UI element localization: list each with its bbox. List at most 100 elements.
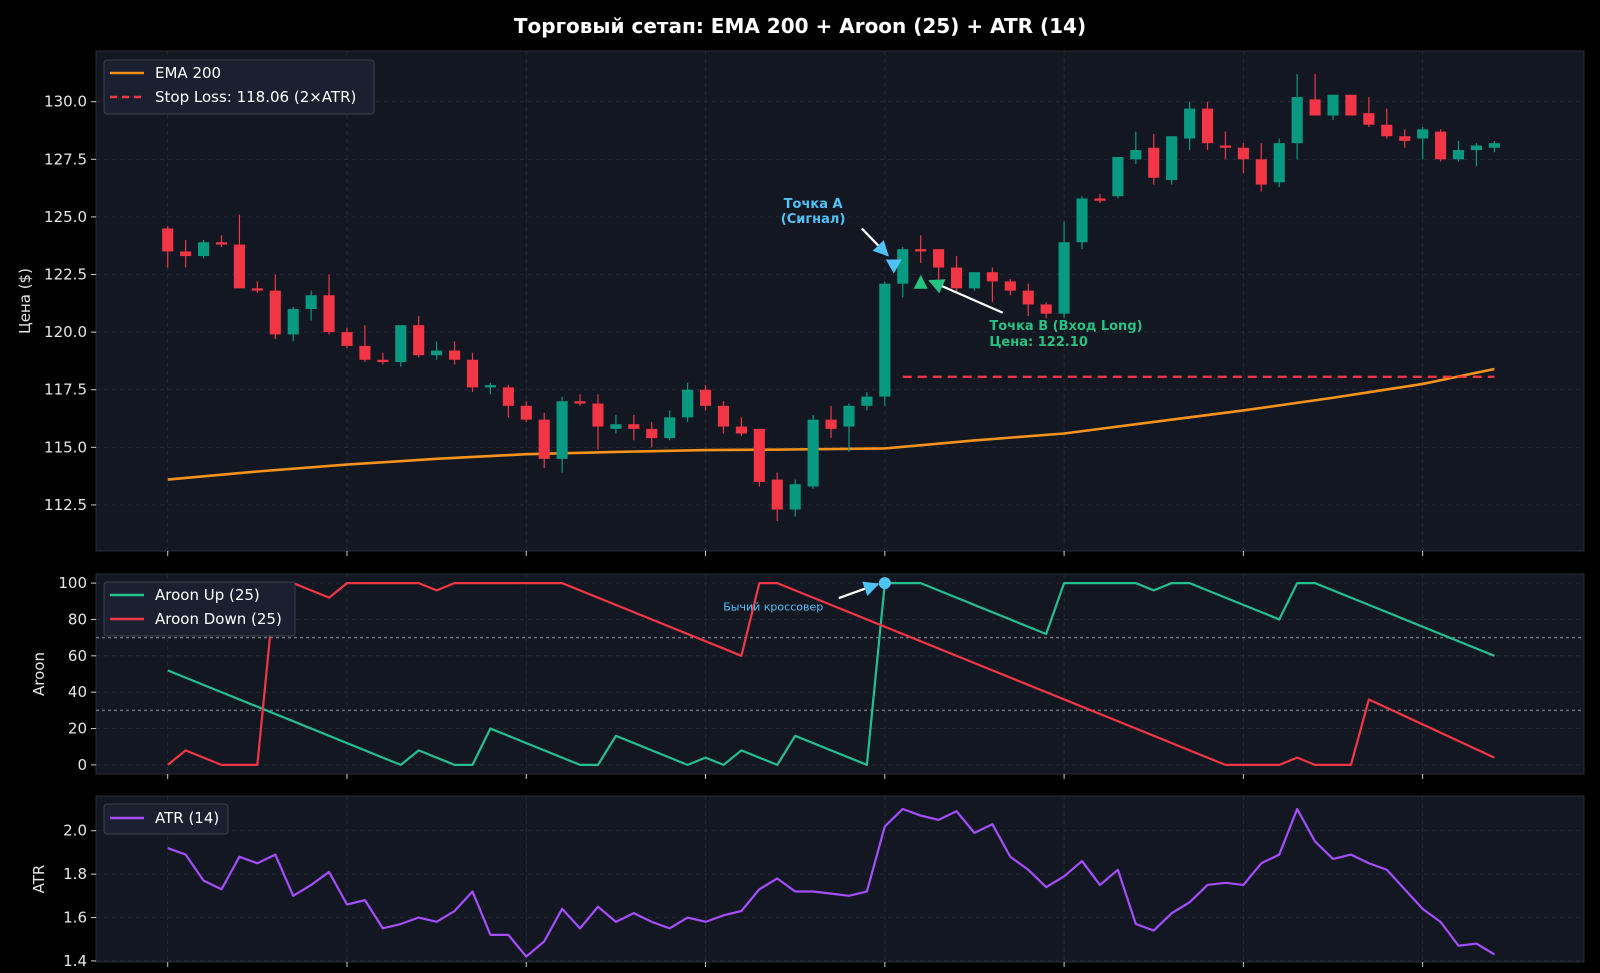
candle bbox=[1219, 131, 1232, 160]
candle bbox=[269, 274, 281, 340]
candle bbox=[699, 385, 712, 411]
candle-body bbox=[610, 424, 622, 429]
aroon-gridlines bbox=[96, 574, 1584, 779]
candle-body bbox=[1094, 198, 1106, 201]
candle-body bbox=[1291, 97, 1303, 144]
candle-body bbox=[1470, 145, 1482, 151]
atr-legend-box bbox=[103, 803, 229, 835]
candle bbox=[556, 396, 568, 473]
candle-body bbox=[1201, 108, 1214, 144]
aroon-annotations: Бычий кроссовер bbox=[723, 577, 891, 614]
aroon-y-tick-label: 60 bbox=[68, 647, 87, 665]
candle-body bbox=[825, 419, 837, 429]
crossover-marker bbox=[878, 577, 891, 590]
aroon-y-tick-label: 0 bbox=[77, 756, 87, 774]
candle bbox=[215, 235, 228, 247]
annotation-line: Точка A bbox=[784, 197, 843, 212]
candle bbox=[233, 214, 245, 289]
candle bbox=[1452, 140, 1465, 162]
candle-body bbox=[915, 249, 927, 252]
candle-body bbox=[395, 325, 407, 363]
annotation-line: Цена: 122.10 bbox=[989, 335, 1088, 350]
candle-body bbox=[466, 359, 479, 388]
candle-body bbox=[771, 479, 783, 510]
candle-body bbox=[538, 419, 550, 459]
atr-legend: ATR (14) bbox=[103, 803, 229, 835]
candle-body bbox=[323, 295, 335, 333]
candle bbox=[968, 272, 981, 291]
candle bbox=[682, 382, 694, 422]
point-b-arrow bbox=[928, 279, 1004, 314]
candle-body bbox=[198, 242, 210, 257]
candle bbox=[1327, 94, 1339, 121]
point-b-label: Точка B (Вход Long) Цена: 122.10 bbox=[989, 319, 1142, 350]
legend-label-aroon-down: Aroon Down (25) bbox=[155, 610, 282, 628]
atr-y-tick-label: 1.4 bbox=[63, 952, 87, 969]
candle-body bbox=[1166, 136, 1178, 181]
point-a-label: Точка A (Сигнал) bbox=[781, 197, 846, 227]
price-y-axis-label: Цена ($) bbox=[16, 268, 34, 334]
candle bbox=[592, 394, 604, 450]
price-legend: EMA 200 Stop Loss: 118.06 (2×ATR) bbox=[103, 59, 375, 115]
atr-line-layer bbox=[167, 807, 1495, 958]
candle-body bbox=[717, 405, 730, 427]
point-b-marker bbox=[913, 274, 928, 289]
annotation-line: (Сигнал) bbox=[781, 212, 846, 227]
aroon-up-line bbox=[167, 581, 1495, 767]
candle-body bbox=[1112, 156, 1124, 197]
candle bbox=[1237, 143, 1249, 174]
candle-body bbox=[933, 249, 945, 268]
candle-body bbox=[664, 417, 676, 439]
candle-body bbox=[699, 389, 712, 406]
atr-panel bbox=[95, 795, 1585, 963]
candle bbox=[1166, 136, 1178, 185]
candle-body bbox=[1345, 94, 1357, 116]
point-a-arrow bbox=[860, 227, 889, 257]
candle-body bbox=[1399, 136, 1411, 141]
candle bbox=[646, 421, 658, 448]
candle bbox=[180, 239, 192, 268]
price-y-tick-label: 125.0 bbox=[44, 208, 87, 226]
candle bbox=[413, 315, 425, 358]
candle bbox=[538, 412, 550, 469]
candle-body bbox=[753, 428, 765, 482]
candle bbox=[628, 415, 640, 441]
candle bbox=[466, 352, 479, 393]
candle-body bbox=[861, 396, 873, 406]
candle-body bbox=[592, 403, 604, 427]
candle bbox=[287, 306, 299, 342]
candle-body bbox=[502, 387, 514, 406]
candle-body bbox=[807, 419, 819, 487]
atr-y-tick-label: 2.0 bbox=[63, 822, 87, 840]
candle bbox=[1488, 140, 1500, 153]
price-y-tick-label: 127.5 bbox=[44, 150, 87, 168]
atr-line bbox=[167, 807, 1495, 958]
candle bbox=[448, 341, 461, 365]
candle-body bbox=[1130, 150, 1142, 160]
candle bbox=[789, 479, 801, 517]
price-panel bbox=[95, 50, 1585, 552]
candle bbox=[735, 417, 747, 436]
candle-body bbox=[950, 267, 963, 289]
candle-body bbox=[233, 244, 245, 289]
candle bbox=[1130, 131, 1142, 164]
candle-body bbox=[735, 426, 747, 434]
candle bbox=[986, 267, 998, 303]
chart-title: Торговый сетап: EMA 200 + Aroon (25) + A… bbox=[514, 14, 1086, 38]
candle bbox=[1435, 129, 1447, 162]
candle bbox=[305, 290, 317, 321]
candle-body bbox=[1076, 198, 1088, 243]
candle bbox=[843, 403, 855, 452]
candle bbox=[1273, 138, 1285, 187]
aroon-panel bbox=[95, 573, 1585, 775]
candle bbox=[520, 401, 532, 422]
candle bbox=[610, 415, 622, 434]
atr-y-axis-label: ATR bbox=[30, 865, 48, 894]
candle-body bbox=[1363, 113, 1375, 125]
candle bbox=[1022, 283, 1034, 316]
candle bbox=[933, 249, 945, 282]
candle bbox=[1291, 74, 1303, 160]
candle-body bbox=[431, 350, 443, 356]
price-y-tick-label: 130.0 bbox=[44, 93, 87, 111]
